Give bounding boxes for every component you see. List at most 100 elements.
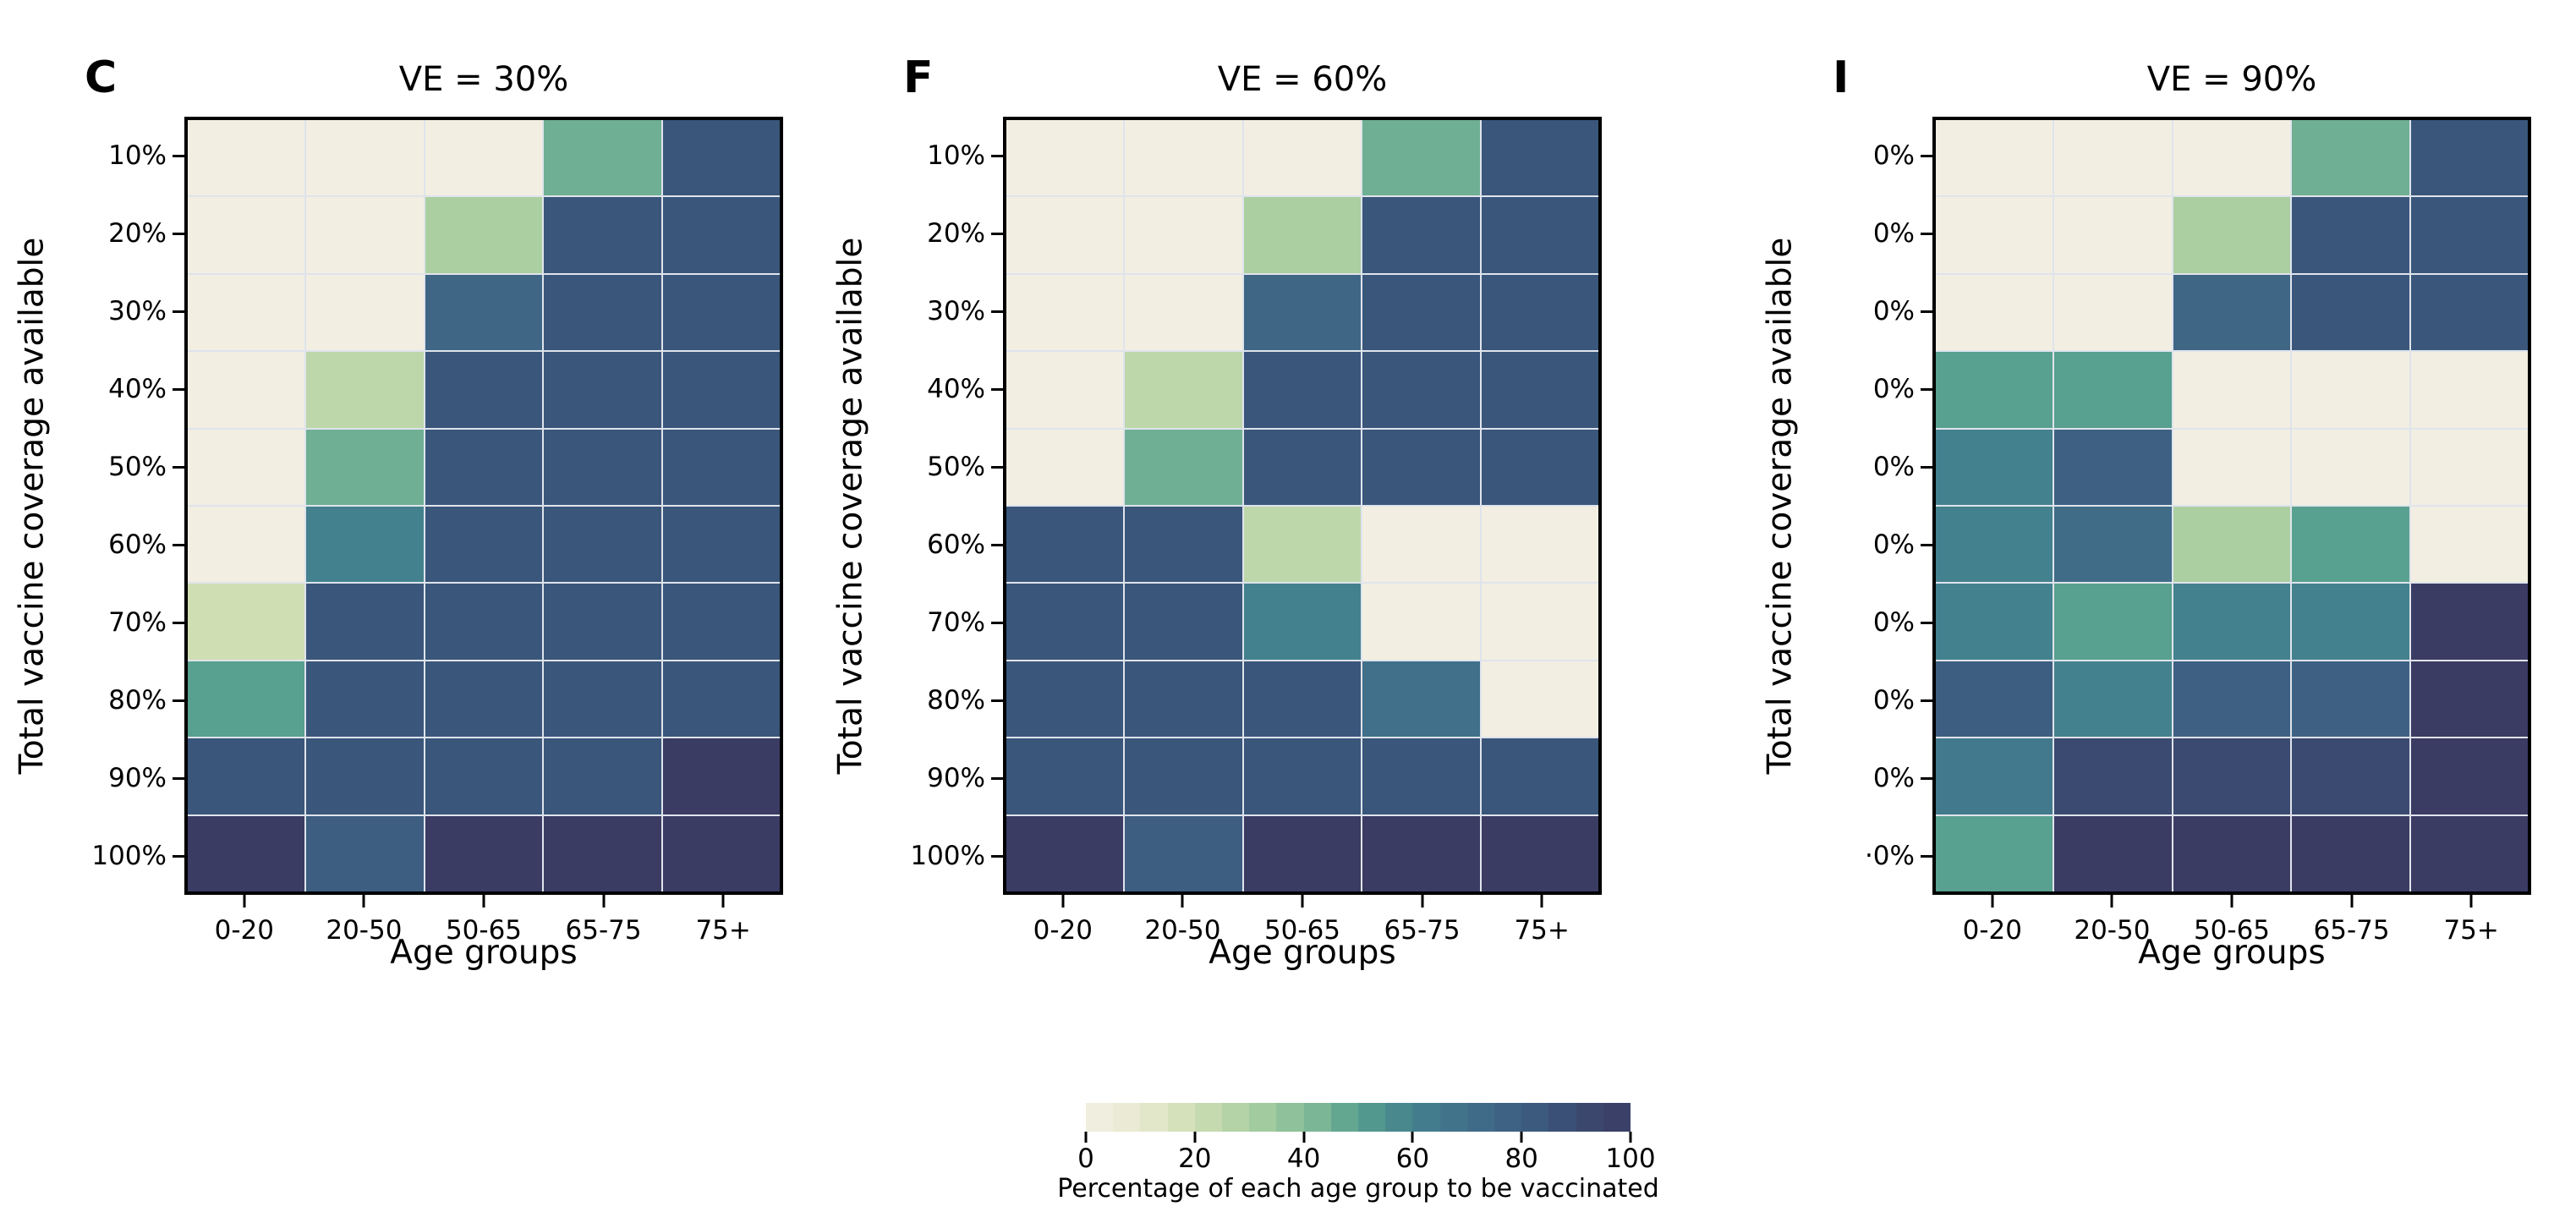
- y-tick: 0%: [1831, 117, 1932, 195]
- heatmap-cell: [662, 274, 780, 351]
- y-tick: 100%: [83, 817, 184, 895]
- heatmap-cell: [425, 352, 543, 428]
- heatmap-cell: [2410, 429, 2528, 505]
- y-tick-labels: 0% 0% 0% 0% 0% 0% 0% 0% 0% ·0%: [1831, 117, 1932, 895]
- y-tick-mark: [173, 154, 184, 157]
- heatmap-cell: [1243, 274, 1362, 351]
- y-tick-text: 10%: [927, 140, 985, 171]
- heatmap-cell: [1362, 352, 1480, 428]
- heatmap-cell: [2173, 352, 2291, 428]
- y-tick-text: 0%: [1872, 607, 1915, 638]
- heatmap-cell: [1362, 274, 1480, 351]
- heatmap-cell: [306, 507, 424, 583]
- heatmap-cell: [1006, 274, 1124, 351]
- x-tick-labels: 0-20 20-50 50-65 65-75 75+: [1932, 895, 2531, 946]
- y-tick-mark: [1921, 621, 1932, 624]
- heatmap-cell: [188, 429, 305, 505]
- heatmap-cell: [544, 661, 661, 738]
- heatmap-grid: [1932, 117, 2531, 895]
- y-tick: 70%: [902, 584, 1003, 661]
- heatmap-cell: [1936, 815, 2053, 891]
- x-axis-label: Age groups: [2138, 934, 2326, 972]
- y-tick-text: 50%: [108, 452, 167, 482]
- heatmap-cell: [1006, 815, 1124, 891]
- colorbar-tick-label: 100: [1605, 1143, 1656, 1174]
- heatmap-cell: [662, 584, 780, 660]
- heatmap-cell: [2054, 815, 2172, 891]
- x-tick: 75+: [1482, 895, 1602, 946]
- heatmap-cell: [662, 738, 780, 814]
- x-tick: 0-20: [1932, 895, 2053, 946]
- heatmap-cell: [2410, 274, 2528, 351]
- colorbar-segment: [1330, 1103, 1359, 1132]
- y-tick-text: 70%: [108, 607, 167, 638]
- colorbar-tick: [1411, 1132, 1414, 1143]
- heatmap-cell: [662, 661, 780, 738]
- x-tick-text: 50-65: [2193, 915, 2271, 946]
- heatmap-cell: [2292, 197, 2409, 273]
- y-tick-mark: [173, 543, 184, 546]
- heatmap-cell: [188, 197, 305, 273]
- y-axis-label: Total vaccine coverage available: [831, 237, 870, 775]
- heatmap-cell: [1125, 120, 1242, 196]
- heatmap-cell: [662, 815, 780, 891]
- y-tick-text: 100%: [91, 841, 167, 871]
- y-tick-mark: [1921, 543, 1932, 546]
- y-tick-text: 100%: [910, 841, 985, 871]
- colorbar-tick-label: 40: [1286, 1143, 1321, 1174]
- heatmap-cell: [2054, 274, 2172, 351]
- y-tick: 0%: [1831, 350, 1932, 428]
- x-tick: 20-50: [1123, 895, 1243, 946]
- x-tick: 20-50: [304, 895, 425, 946]
- colorbar-segment: [1548, 1103, 1576, 1132]
- heatmap-cell: [2054, 429, 2172, 505]
- heatmap-cell: [662, 352, 780, 428]
- colorbar-segment: [1086, 1103, 1114, 1132]
- colorbar-tick: [1193, 1132, 1197, 1143]
- y-tick-text: 0%: [1872, 452, 1915, 482]
- panel-letter: C: [85, 52, 118, 103]
- y-tick-mark: [1921, 387, 1932, 391]
- heatmap-cell: [1243, 429, 1362, 505]
- x-tick: 65-75: [2292, 895, 2412, 946]
- heatmap-cell: [188, 584, 305, 660]
- colorbar-segment: [1358, 1103, 1386, 1132]
- y-tick: 30%: [83, 272, 184, 350]
- colorbar-segment: [1276, 1103, 1304, 1132]
- heatmap-cell: [1362, 120, 1480, 196]
- panel-letter: F: [903, 52, 934, 103]
- y-tick-text: 60%: [927, 529, 985, 560]
- heatmap-cell: [1125, 661, 1242, 738]
- heatmap-cell: [1481, 429, 1598, 505]
- heatmap-cell: [306, 738, 424, 814]
- x-tick: 50-65: [1242, 895, 1362, 946]
- x-tick-mark: [1301, 895, 1304, 908]
- x-tick-labels: 0-20 20-50 50-65 65-75 75+: [184, 895, 783, 946]
- y-tick-labels: 10% 20% 30% 40% 50% 60% 70% 80% 90% 100%: [902, 117, 1003, 895]
- heatmap-cell: [306, 661, 424, 738]
- heatmap-cell: [425, 815, 543, 891]
- y-tick: 10%: [83, 117, 184, 195]
- x-tick-mark: [243, 895, 246, 908]
- colorbar-tick: [1302, 1132, 1306, 1143]
- x-tick-mark: [1540, 895, 1543, 908]
- x-tick-mark: [1421, 895, 1424, 908]
- heatmap-cell: [425, 120, 543, 196]
- heatmap-cell: [1243, 738, 1362, 814]
- y-tick-text: 40%: [927, 374, 985, 404]
- heatmap-cell: [2173, 120, 2291, 196]
- heatmap-cell: [1481, 661, 1598, 738]
- heatmap-cell: [1362, 584, 1480, 660]
- heatmap-cell: [425, 738, 543, 814]
- heatmap-cell: [2054, 352, 2172, 428]
- heatmap-cell: [1006, 584, 1124, 660]
- colorbar-segment: [1466, 1103, 1495, 1132]
- heatmap-cell: [1936, 738, 2053, 814]
- colorbar-segment: [1603, 1103, 1631, 1132]
- y-tick: 90%: [902, 739, 1003, 817]
- y-tick-text: 0%: [1872, 140, 1915, 171]
- x-tick-mark: [2350, 895, 2354, 908]
- y-tick-text: 20%: [108, 218, 167, 249]
- colorbar-segment: [1439, 1103, 1467, 1132]
